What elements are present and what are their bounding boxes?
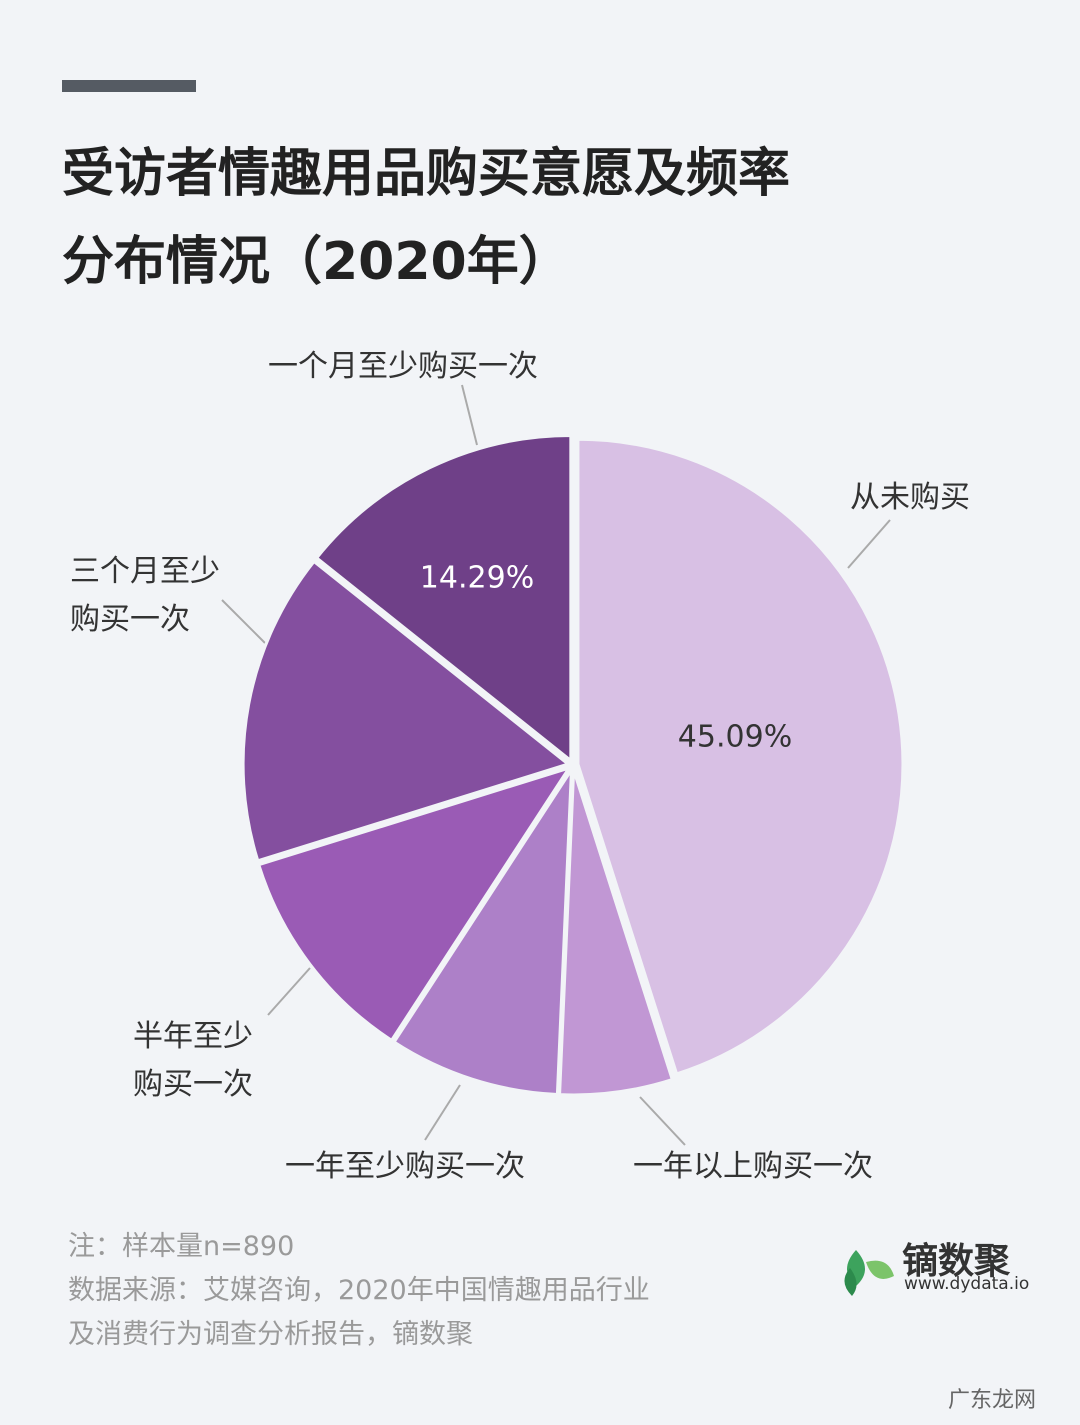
leader-line: [221, 599, 266, 644]
category-label: 一年至少购买一次: [285, 1149, 525, 1184]
leader-line: [424, 1084, 461, 1141]
leader-line: [267, 967, 311, 1016]
logo-leaf: [866, 1260, 894, 1279]
value-label: 45.09%: [677, 719, 793, 755]
pie-slice: [241, 559, 572, 863]
pie-slice: [558, 769, 675, 1097]
pie-slice: [256, 765, 573, 1043]
pie-slice: [391, 764, 574, 1097]
category-label: 半年至少 购买一次: [133, 1019, 253, 1102]
category-label: 一年以上购买一次: [633, 1149, 873, 1184]
leader-line: [461, 384, 478, 446]
category-label: 从未购买: [850, 480, 970, 515]
leader-line: [847, 519, 891, 569]
title-bar: [62, 80, 196, 92]
value-label: 14.29%: [419, 560, 535, 596]
watermark: 广东龙网: [948, 1388, 1037, 1413]
chart-title: 受访者情趣用品购买意愿及频率 分布情况（2020年）: [62, 144, 791, 292]
brand-url: www.dydata.io: [904, 1274, 1030, 1294]
category-label: 一个月至少购买一次: [268, 349, 538, 384]
pie-slice: [314, 433, 573, 764]
brand: 镝数聚: [902, 1241, 1011, 1282]
note: 注：样本量n=890: [68, 1231, 295, 1262]
logo-leaf: [844, 1268, 857, 1296]
leaders: [221, 384, 891, 1146]
note: 数据来源：艾媒咨询，2020年中国情趣用品行业 及消费行为调查分析报告，镝数聚: [68, 1275, 650, 1350]
leader-line: [639, 1096, 686, 1146]
category-label: 三个月至少 购买一次: [70, 554, 220, 637]
pie-slice: [576, 437, 905, 1076]
